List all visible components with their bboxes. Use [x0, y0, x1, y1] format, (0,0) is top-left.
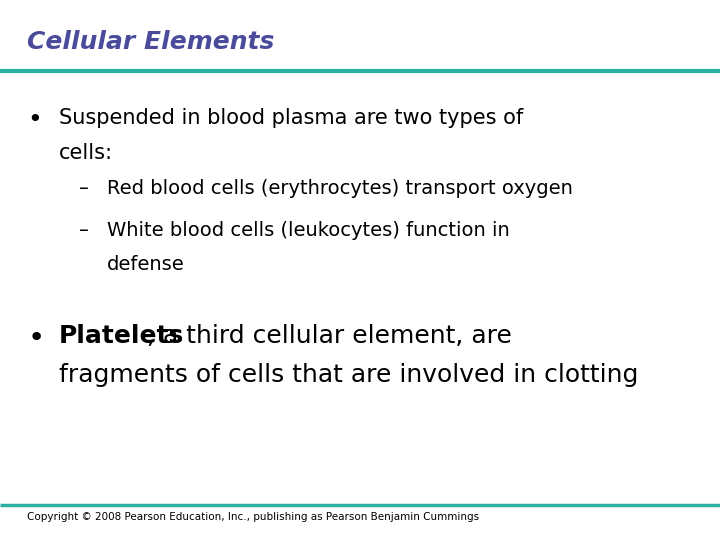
Text: –: – [79, 221, 89, 240]
Text: , a third cellular element, are: , a third cellular element, are [147, 324, 512, 348]
Text: defense: defense [107, 255, 184, 274]
Text: Cellular Elements: Cellular Elements [27, 30, 275, 53]
Text: •: • [27, 108, 42, 132]
Text: White blood cells (leukocytes) function in: White blood cells (leukocytes) function … [107, 221, 509, 240]
Text: fragments of cells that are involved in clotting: fragments of cells that are involved in … [59, 363, 639, 387]
Text: –: – [79, 179, 89, 198]
Text: Copyright © 2008 Pearson Education, Inc., publishing as Pearson Benjamin Cumming: Copyright © 2008 Pearson Education, Inc.… [27, 512, 480, 522]
Text: cells:: cells: [59, 143, 113, 163]
Text: Platelets: Platelets [59, 324, 184, 348]
Text: Suspended in blood plasma are two types of: Suspended in blood plasma are two types … [59, 108, 523, 128]
Text: Red blood cells (erythrocytes) transport oxygen: Red blood cells (erythrocytes) transport… [107, 179, 572, 198]
Text: •: • [27, 324, 45, 352]
